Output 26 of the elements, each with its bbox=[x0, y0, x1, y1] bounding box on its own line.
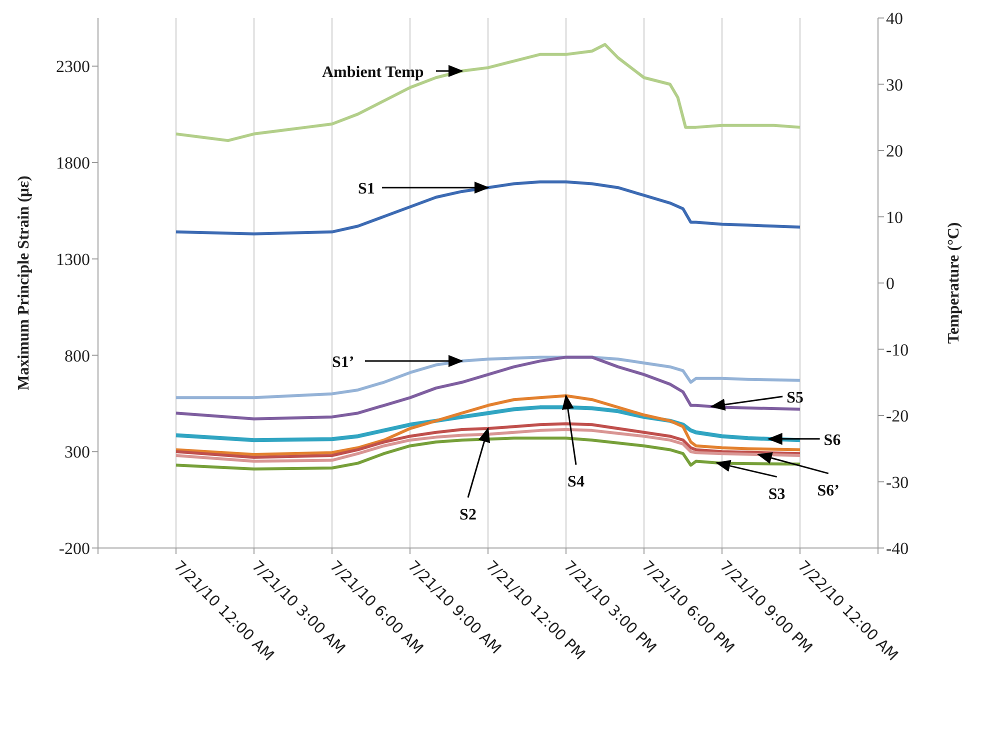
text: S2 bbox=[460, 506, 476, 524]
y2-tick-label: -30 bbox=[886, 472, 909, 492]
y2-tick-label: -10 bbox=[886, 340, 909, 360]
y-tick-label: 300 bbox=[64, 442, 90, 462]
y-axis-title: Maximum Principle Strain (με) bbox=[16, 176, 33, 390]
y2-tick-label: 20 bbox=[886, 142, 903, 161]
y2-tick-label: 40 bbox=[886, 9, 903, 28]
y2-tick-label: 10 bbox=[886, 208, 903, 227]
y2-tick-label: 30 bbox=[886, 75, 903, 94]
series-label: Ambient Temp bbox=[322, 64, 424, 81]
series-label: S1 bbox=[358, 180, 375, 198]
y-tick-label: 1800 bbox=[56, 154, 90, 173]
y-tick-label: 2300 bbox=[56, 57, 90, 76]
series-label: S6 bbox=[824, 432, 841, 449]
y2-axis-title: Temperature (°C) bbox=[946, 222, 963, 344]
y-tick-label: 800 bbox=[64, 346, 90, 366]
y2-tick-label: -20 bbox=[886, 406, 909, 426]
series-label: S1’ bbox=[332, 354, 354, 372]
series-label: S5 bbox=[786, 390, 804, 407]
text: S4 bbox=[568, 474, 584, 491]
y-tick-label: -200 bbox=[58, 539, 90, 558]
text: S6’ bbox=[817, 482, 840, 500]
y-tick-label: 1300 bbox=[56, 250, 90, 269]
series-label: S3 bbox=[768, 486, 786, 503]
y2-tick-label: -40 bbox=[886, 539, 909, 558]
y2-tick-label: 0 bbox=[886, 274, 894, 294]
